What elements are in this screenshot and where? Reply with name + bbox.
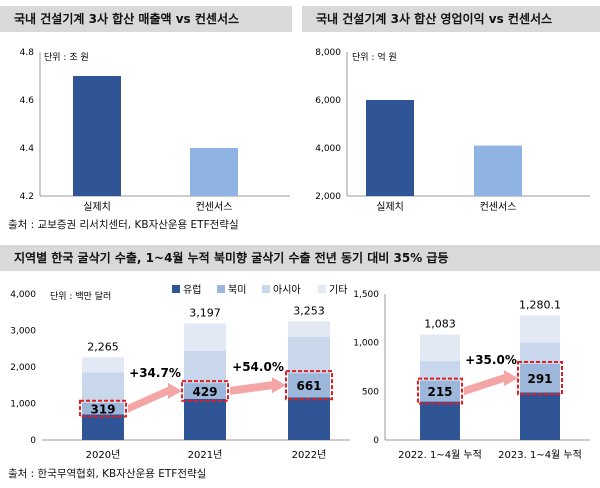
chart4-highlight-label: 215: [427, 385, 452, 399]
chart3-bar-segment-3: [288, 321, 330, 337]
chart3-total-label: 3,197: [189, 306, 221, 319]
chart3-ytick: 1,000: [10, 400, 36, 410]
chart2-unit: 단위 : 억 원: [352, 51, 397, 63]
section-title: 지역별 한국 굴삭기 수출, 1~4월 누적 북미향 굴삭기 수출 전년 동기 …: [0, 245, 600, 271]
chart3-growth-arrow: [230, 377, 286, 395]
legend-swatch-0: [172, 285, 180, 293]
legend-swatch-3: [318, 285, 326, 293]
chart3-bar-segment-0: [288, 397, 330, 440]
chart3-growth-label: +54.0%: [232, 360, 284, 374]
chart4-bar-segment-0: [420, 401, 460, 440]
chart2-ytick: 2,000: [315, 192, 341, 202]
chart1-bar: [73, 76, 121, 196]
chart3-ytick: 0: [30, 436, 36, 446]
chart4-ytick: 0: [373, 436, 379, 446]
chart4-bar-segment-1: [420, 380, 460, 402]
chart1-bar: [190, 148, 238, 196]
chart3-bar-segment-2: [184, 350, 226, 384]
chart2-bar: [474, 145, 522, 196]
chart3-highlight-box: [79, 399, 127, 418]
chart3-category: 2021년: [188, 449, 223, 461]
chart3-bar-segment-0: [82, 414, 124, 440]
chart4-bar-segment-2: [520, 342, 560, 364]
chart2-ytick: 4,000: [315, 144, 341, 154]
chart3-ytick: 3,000: [10, 327, 36, 337]
chart3-bar-segment-3: [184, 323, 226, 351]
chart4-ytick: 1,500: [353, 290, 379, 300]
chart1-category: 실제치: [83, 201, 111, 213]
chart2-title: 국내 건설기계 3사 합산 영업이익 vs 컨센서스: [302, 6, 600, 32]
chart3-growth-arrow: [128, 382, 182, 413]
chart4-bar-segment-3: [420, 334, 460, 362]
chart4-ytick: 500: [362, 387, 379, 397]
chart2-bar: [366, 100, 414, 196]
chart3-total-label: 3,253: [293, 304, 325, 317]
chart3-bar-segment-2: [288, 336, 330, 374]
chart3-category: 2022년: [292, 449, 327, 461]
chart2-category: 실제치: [376, 201, 404, 213]
legend-swatch-2: [262, 285, 270, 293]
legend-swatch-1: [217, 285, 225, 293]
chart3-highlight-label: 661: [296, 379, 321, 393]
source-top: 출처 : 교보증권 리서치센터, KB자산운용 ETF전략실: [8, 219, 239, 231]
legend-label-2: 아시아: [273, 284, 301, 296]
chart4-growth-label: +35.0%: [465, 353, 517, 367]
chart1-ytick: 4.6: [20, 96, 35, 106]
chart1-category: 컨센서스: [196, 201, 233, 213]
chart3-ytick: 2,000: [10, 363, 36, 373]
chart2-ytick: 8,000: [315, 48, 341, 58]
chart3-unit: 단위 : 백만 달러: [50, 290, 111, 302]
source-bottom: 출처 : 한국무역협회, KB자산운용 ETF전략실: [8, 468, 207, 480]
chart4-category: 2023. 1~4월 누적: [498, 449, 582, 461]
chart4-total-label: 1,280.1: [519, 298, 561, 311]
chart3-bar-segment-1: [184, 383, 226, 399]
chart2-ytick: 6,000: [315, 96, 341, 106]
chart4-bar-segment-0: [520, 392, 560, 440]
chart3-ytick: 4,000: [10, 290, 36, 300]
chart4-bar-segment-2: [420, 361, 460, 381]
chart3-bar-segment-3: [82, 357, 124, 373]
chart4-highlight-box: [417, 377, 463, 405]
chart1-ytick: 4.8: [20, 48, 35, 58]
chart1-unit: 단위 : 조 원: [44, 52, 89, 63]
chart4-category: 2022. 1~4월 누적: [398, 449, 482, 461]
legend-label-3: 기타: [329, 284, 347, 296]
chart3-highlight-label: 429: [192, 385, 217, 399]
legend-label-0: 유럽: [183, 284, 201, 296]
chart4-total-label: 1,083: [424, 318, 456, 331]
chart3-bar-segment-1: [82, 402, 124, 415]
chart3-total-label: 2,265: [87, 340, 119, 353]
chart3-bar-segment-2: [82, 372, 124, 403]
chart4-growth-arrow: [464, 370, 518, 396]
legend-label-1: 북미: [228, 284, 246, 296]
chart4-ytick: 1,000: [353, 339, 379, 349]
chart4-highlight-box: [517, 360, 563, 396]
chart3-highlight-label: 319: [90, 403, 115, 417]
chart1-ytick: 4.2: [20, 192, 34, 202]
chart3-category: 2020년: [86, 449, 121, 461]
chart4-bar-segment-3: [520, 315, 560, 343]
chart3-bar-segment-1: [288, 373, 330, 398]
chart3-bar-segment-0: [184, 398, 226, 440]
chart1-title: 국내 건설기계 3사 합산 매출액 vs 컨센서스: [0, 6, 292, 32]
chart2-category: 컨센서스: [480, 201, 517, 213]
chart3-growth-label: +34.7%: [129, 366, 181, 380]
chart4-bar-segment-1: [520, 363, 560, 393]
chart1-ytick: 4.4: [20, 144, 35, 154]
chart4-highlight-label: 291: [527, 372, 552, 386]
